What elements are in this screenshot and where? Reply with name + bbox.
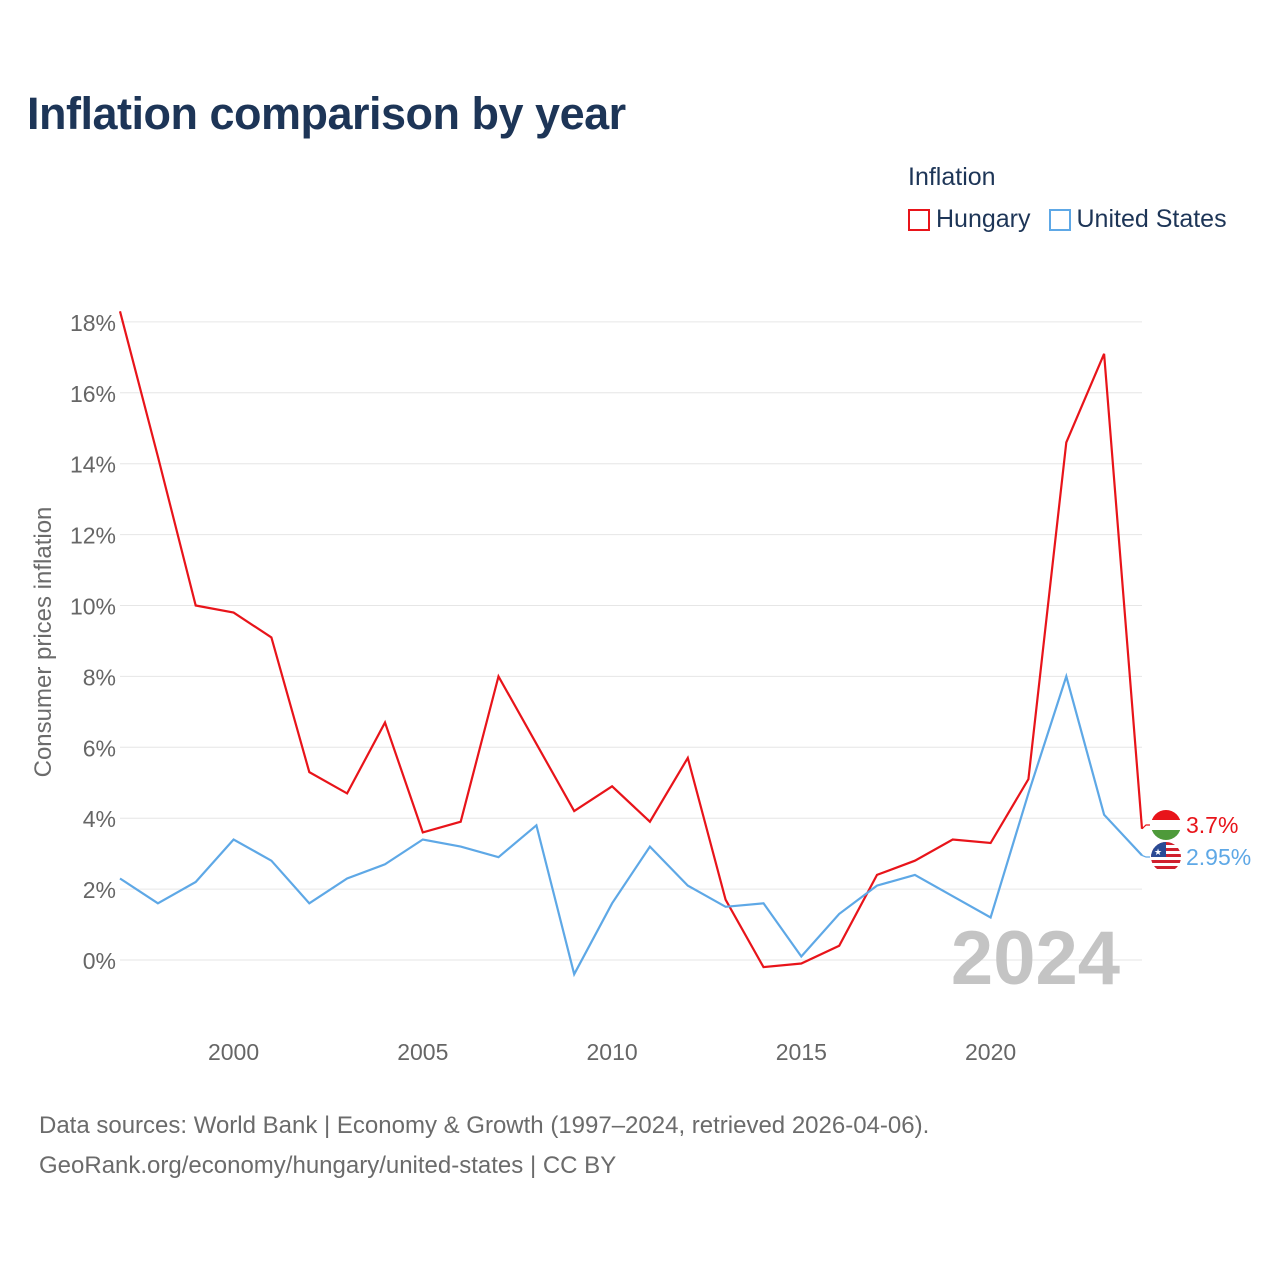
legend-swatch-united-states bbox=[1048, 208, 1071, 231]
y-tick-label: 2% bbox=[83, 877, 116, 903]
svg-text:★: ★ bbox=[1154, 848, 1162, 858]
legend-item-united-states[interactable]: United States bbox=[1048, 205, 1227, 234]
x-tick-label: 2020 bbox=[965, 1039, 1016, 1065]
end-label-hungary: 3.7% bbox=[1186, 812, 1238, 838]
x-tick-label: 2015 bbox=[776, 1039, 827, 1065]
y-tick-label: 0% bbox=[83, 948, 116, 974]
legend-label-united-states: United States bbox=[1076, 205, 1227, 233]
x-tick-label: 2005 bbox=[397, 1039, 448, 1065]
legend-title: Inflation bbox=[908, 163, 996, 191]
inflation-line-chart: 0%2%4%6%8%10%12%14%16%18% 2000 2005 2010 20… bbox=[30, 310, 1251, 1065]
y-tick-label: 12% bbox=[70, 523, 116, 549]
y-axis-label: Consumer prices inflation bbox=[30, 507, 57, 778]
footer: Data sources: World Bank | Economy & Gro… bbox=[39, 1106, 929, 1186]
y-tick-label: 16% bbox=[70, 381, 116, 407]
grid bbox=[120, 321, 1142, 961]
legend-swatch-hungary bbox=[908, 208, 930, 231]
end-label-united-states: 2.95% bbox=[1186, 844, 1251, 870]
end-labels: ★ 3.7% 2.95% bbox=[1141, 810, 1251, 872]
hungary-flag-icon bbox=[1151, 810, 1181, 840]
y-tick-label: 8% bbox=[83, 664, 116, 690]
footer-sources: Data sources: World Bank | Economy & Gro… bbox=[39, 1112, 930, 1139]
x-tick-label: 2000 bbox=[208, 1039, 259, 1065]
united-states-flag-icon: ★ bbox=[1151, 842, 1181, 872]
series bbox=[118, 311, 1144, 978]
y-tick-label: 18% bbox=[70, 310, 116, 336]
end-label-connector-hungary bbox=[1141, 824, 1150, 830]
y-axis: 0% 2% 4% 6% 8% 10% 12% 14% 16% 18% bbox=[70, 310, 116, 974]
x-axis: 2000 2005 2010 2015 2020 bbox=[208, 1039, 1016, 1065]
series-line-united-states[interactable] bbox=[119, 672, 1143, 978]
chart-title: Inflation comparison by year bbox=[27, 88, 626, 139]
end-label-connector-united-states bbox=[1141, 854, 1150, 858]
year-watermark: 2024 bbox=[951, 916, 1120, 1001]
legend-item-hungary[interactable]: Hungary bbox=[908, 205, 1031, 234]
legend: Hungary United States bbox=[908, 205, 1227, 234]
footer-link[interactable]: GeoRank.org/economy/hungary/united-state… bbox=[39, 1152, 617, 1179]
series-line-hungary[interactable] bbox=[118, 311, 1144, 969]
y-tick-label: 6% bbox=[83, 735, 116, 761]
y-tick-label: 14% bbox=[70, 452, 116, 478]
y-tick-label: 4% bbox=[83, 806, 116, 832]
x-tick-label: 2010 bbox=[586, 1039, 637, 1065]
legend-label-hungary: Hungary bbox=[936, 205, 1031, 233]
y-tick-label: 10% bbox=[70, 594, 116, 620]
